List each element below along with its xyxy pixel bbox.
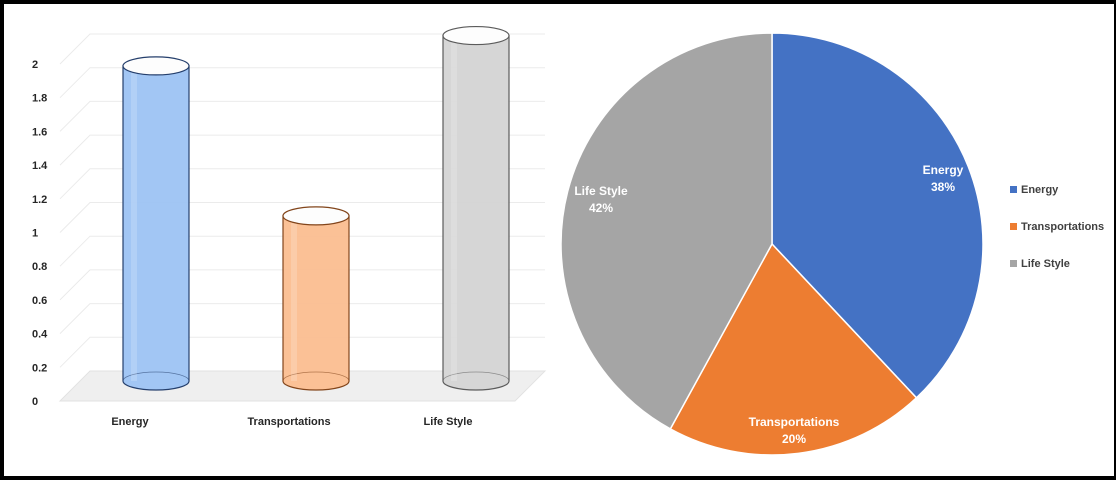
gridline (59, 168, 545, 200)
x-axis-categories: Energy Transportations Life Style (111, 416, 472, 428)
y-tick-label: 1.6 (32, 126, 47, 138)
legend-swatch (1010, 186, 1017, 193)
pie-slice-transportations (669, 242, 918, 456)
y-tick-label: 1.2 (32, 194, 47, 206)
gridline (59, 202, 545, 233)
bar-top-cap (122, 56, 190, 76)
bar-highlight (451, 39, 457, 381)
y-tick-label: 0.6 (32, 295, 47, 307)
bar-body (282, 215, 350, 391)
legend: Energy Transportations Life Style (1010, 184, 1104, 270)
legend-item-life-style: Life Style (1010, 258, 1070, 270)
pie-slice-life-style (560, 32, 773, 430)
gridline (59, 269, 545, 301)
legend-item-transportations: Transportations (1010, 221, 1104, 233)
legend-label: Life Style (1021, 258, 1070, 270)
pie-label-name: Energy (923, 163, 964, 177)
bar-top-cap (282, 206, 350, 226)
bar-energy (122, 56, 190, 391)
legend-item-energy: Energy (1010, 184, 1059, 196)
pie-label-percent: 42% (589, 201, 613, 215)
bars (122, 25, 510, 391)
y-tick-label: 2 (32, 59, 38, 71)
gridlines (59, 33, 545, 368)
pie-label-percent: 38% (931, 180, 955, 194)
legend-label: Energy (1021, 184, 1059, 196)
y-axis-ticks: 0 0.2 0.4 0.6 0.8 1 1.2 1.4 1.6 1.8 2 (32, 59, 48, 408)
x-category-label: Energy (111, 416, 149, 428)
bar-body (442, 34, 510, 391)
cylinder-bar-chart: 0 0.2 0.4 0.6 0.8 1 1.2 1.4 1.6 1.8 2 Energy Transp… (32, 25, 547, 428)
legend-label: Transportations (1021, 221, 1104, 233)
pie-data-labels: Energy 38% Transportations 20% Life Style 42% (574, 163, 963, 446)
bar-top-cap (442, 25, 510, 46)
gridline (59, 67, 545, 99)
gridline (59, 336, 545, 368)
legend-swatch (1010, 223, 1017, 230)
gridline (59, 235, 545, 267)
y-tick-label: 0.4 (32, 329, 48, 341)
pie-label-percent: 20% (782, 432, 806, 446)
bar-body (122, 65, 190, 391)
bar-life-style (442, 25, 510, 391)
pie-label-name: Life Style (574, 184, 628, 198)
gridline (59, 100, 545, 132)
pie-chart: Energy 38% Transportations 20% Life Style 42% (560, 32, 984, 456)
bar-base-edge (282, 371, 350, 382)
gridline (59, 303, 545, 334)
pie-slice-energy (771, 32, 984, 399)
bar-transportations (282, 206, 350, 391)
y-tick-label: 0 (32, 396, 38, 408)
bar-highlight (131, 69, 137, 381)
x-category-label: Transportations (247, 416, 330, 428)
bar-base-edge (122, 371, 190, 382)
x-category-label: Life Style (424, 416, 473, 428)
bar-highlight (291, 219, 297, 381)
y-tick-label: 1 (32, 228, 38, 240)
bar-base-edge (442, 371, 510, 382)
y-tick-label: 1.4 (32, 160, 48, 172)
gridline (59, 134, 545, 166)
y-tick-label: 1.8 (32, 93, 47, 105)
legend-swatch (1010, 260, 1017, 267)
pie-label-name: Transportations (749, 415, 840, 429)
gridline (59, 33, 545, 65)
y-tick-label: 0.8 (32, 261, 47, 273)
y-tick-label: 0.2 (32, 362, 47, 374)
pie-slices (560, 32, 984, 456)
